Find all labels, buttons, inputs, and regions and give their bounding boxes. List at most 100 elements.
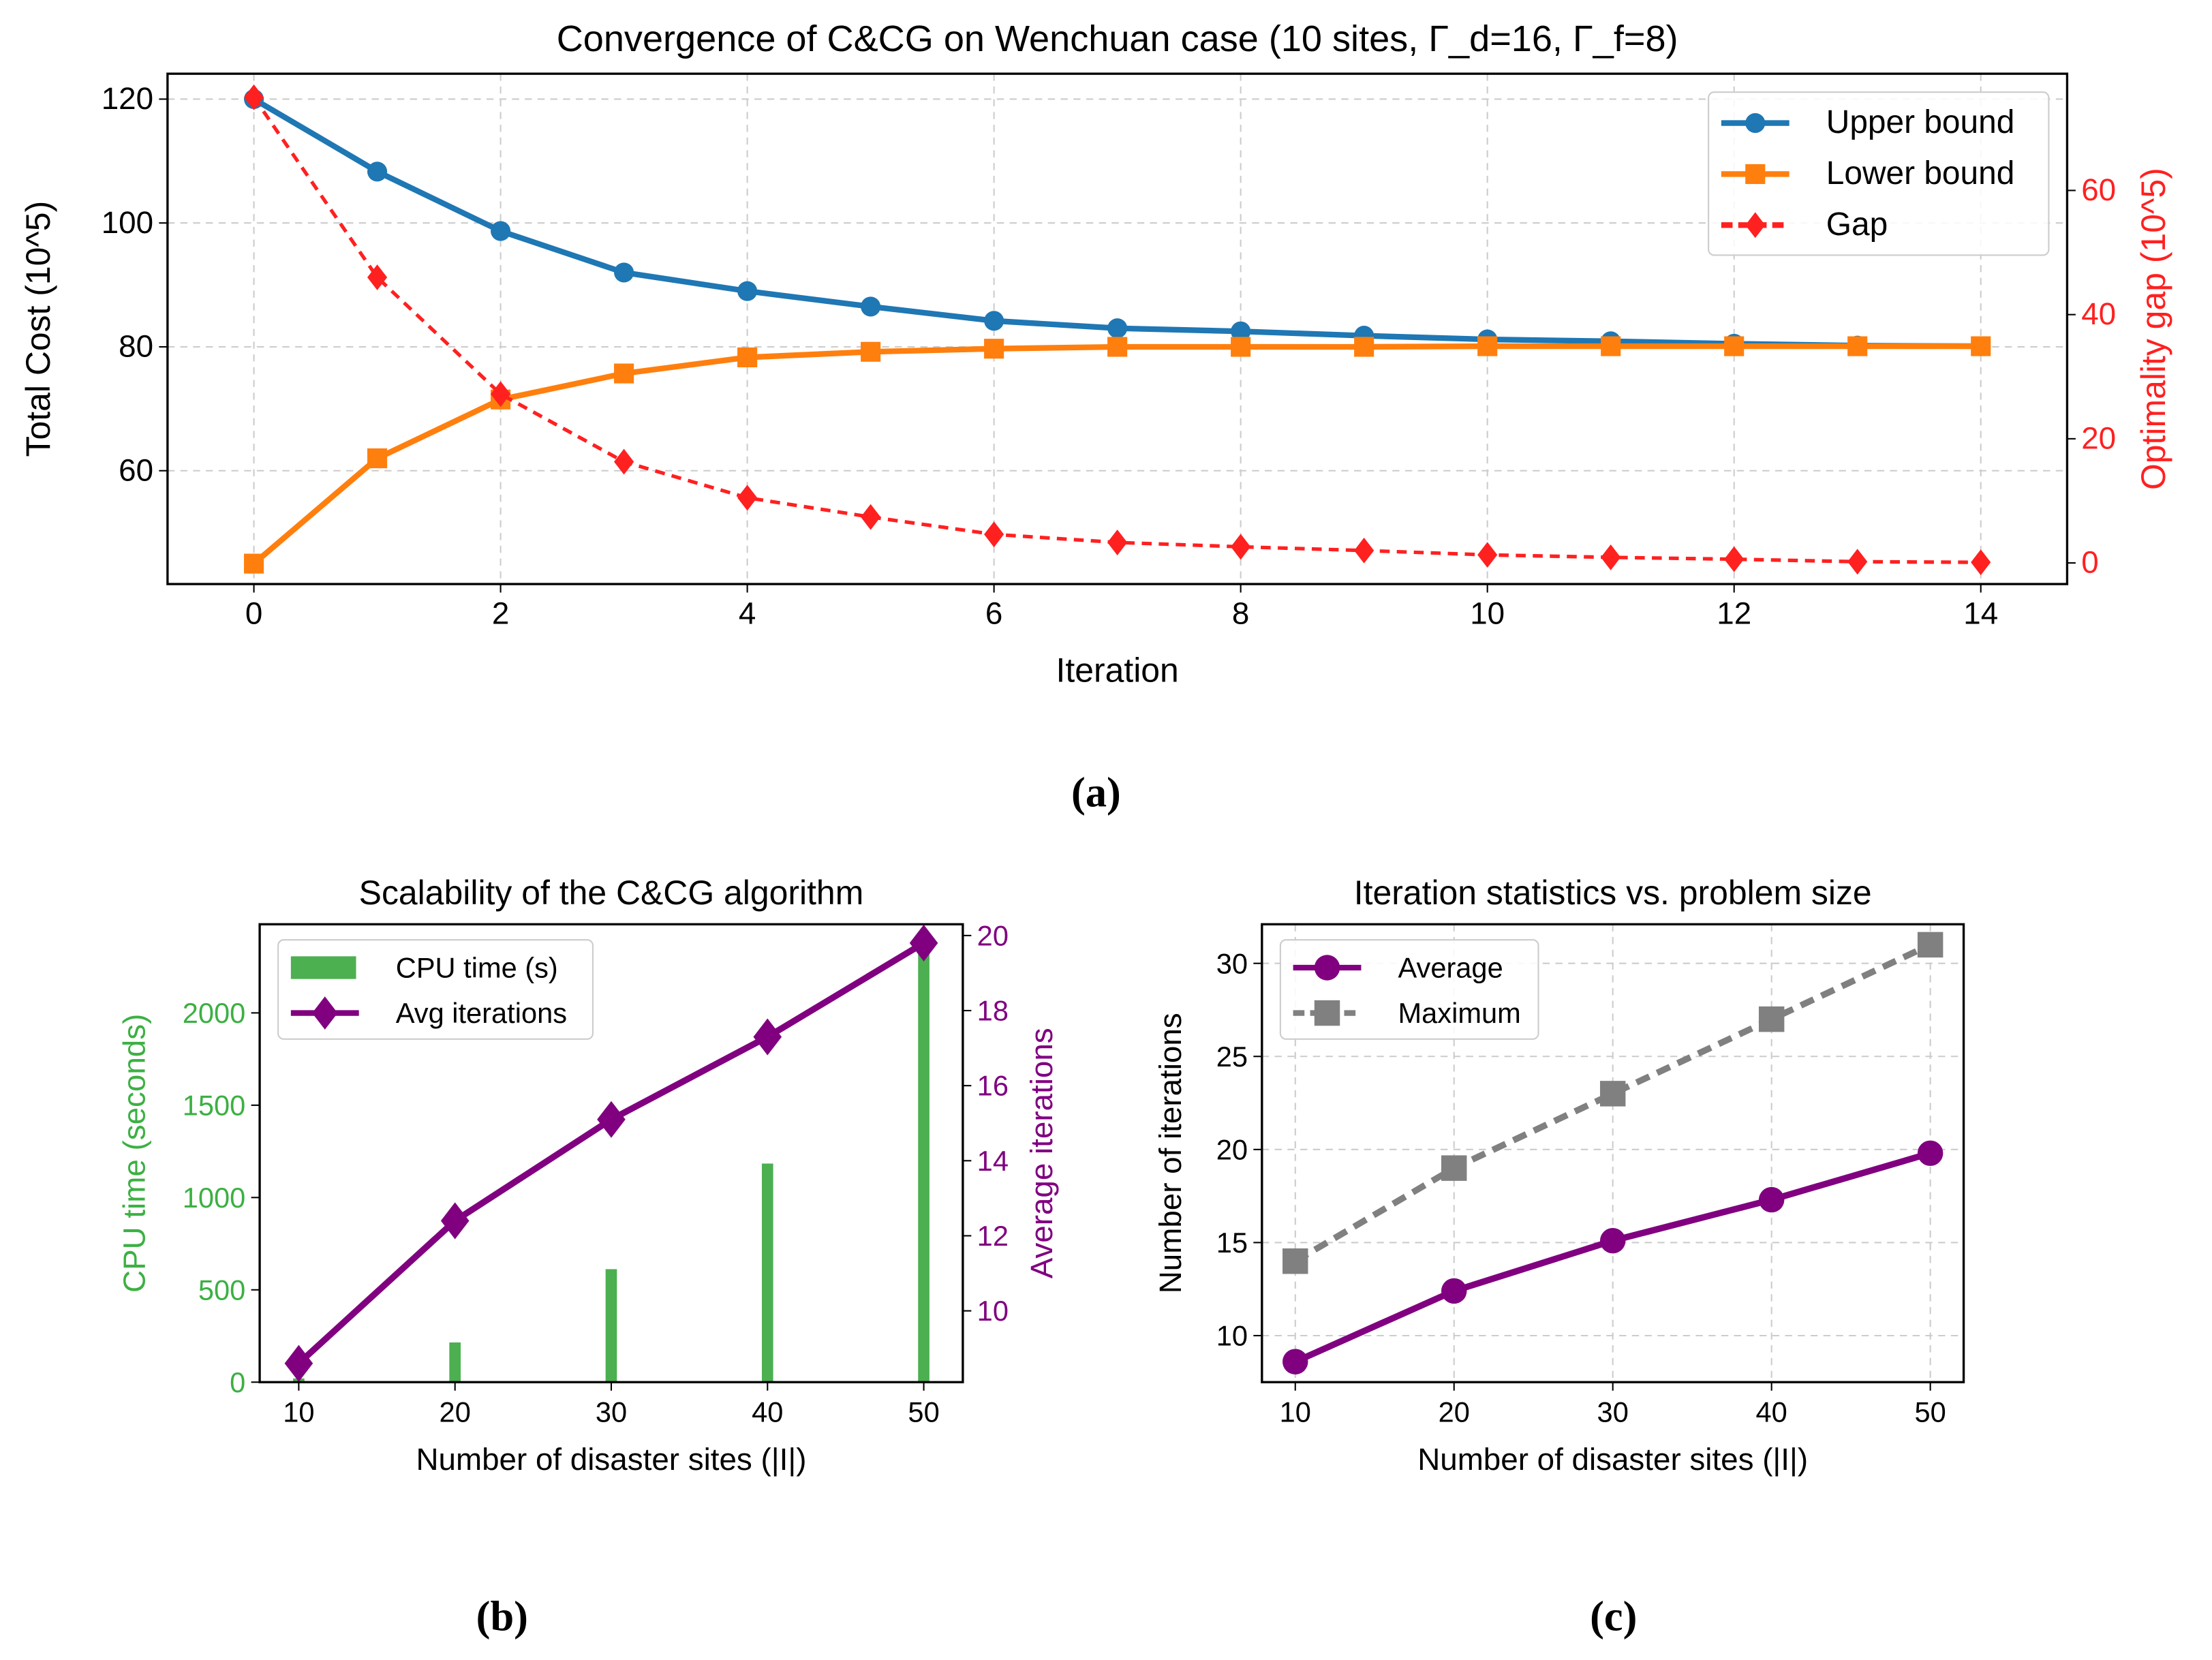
x-tick-label: 40 [1756, 1396, 1787, 1428]
legend-label: Maximum [1398, 997, 1521, 1029]
legend-label: Avg iterations [396, 997, 567, 1029]
y-tick-label: 1000 [183, 1182, 246, 1214]
y-tick-label: 15 [1216, 1227, 1248, 1259]
x-tick-label: 4 [739, 596, 756, 630]
data-point [737, 347, 758, 367]
bar [761, 1163, 773, 1383]
legend-item: Upper bound [1721, 104, 2015, 140]
data-point [244, 553, 264, 574]
y-tick-label: 30 [1216, 947, 1248, 979]
data-point [1599, 1227, 1626, 1254]
caption-a: (a) [1071, 769, 1121, 816]
y-tick-label: 10 [1216, 1320, 1248, 1352]
data-point [1599, 1081, 1626, 1107]
legend-label: Average [1398, 952, 1503, 984]
y-right-tick-label: 12 [977, 1220, 1009, 1252]
data-point [1847, 336, 1868, 356]
data-point [1231, 337, 1251, 357]
chart-a-convergence: Convergence of C&CG on Wenchuan case (10… [19, 18, 2172, 690]
x-axis-label: Iteration [1056, 651, 1178, 690]
y-tick-label: 25 [1216, 1041, 1248, 1073]
caption-b: (b) [476, 1593, 528, 1640]
y-tick-label: 2000 [183, 997, 246, 1029]
chart-title: Convergence of C&CG on Wenchuan case (10… [557, 18, 1678, 59]
series-maximum [1282, 932, 1944, 1274]
y-right-tick-label: 20 [977, 919, 1009, 951]
x-tick-label: 10 [1280, 1396, 1311, 1428]
legend-item: CPU time (s) [290, 952, 558, 984]
x-tick-label: 6 [985, 596, 1002, 630]
y-right-axis-label: Average iterations [1024, 1028, 1059, 1278]
legend: CPU time (s) Avg iterations [277, 939, 594, 1040]
data-point [861, 341, 881, 362]
legend-item: Average [1293, 952, 1503, 984]
series-average [1282, 1140, 1944, 1374]
data-point [909, 924, 938, 962]
data-point [367, 448, 388, 469]
legend-marker [1745, 113, 1766, 134]
caption-c: (c) [1590, 1593, 1637, 1640]
x-axis-label: Number of disaster sites (|I|) [1417, 1442, 1808, 1477]
x-tick-label: 0 [245, 596, 262, 630]
legend-marker [1745, 212, 1766, 239]
y-axis-label: Total Cost (10^5) [19, 201, 57, 457]
y-tick-label: 20 [1216, 1133, 1248, 1165]
legend: Average Maximum [1279, 939, 1539, 1040]
legend-box [1708, 91, 2050, 256]
data-point [984, 339, 1004, 359]
data-point [1477, 542, 1498, 568]
data-point [1107, 337, 1128, 357]
x-tick-label: 20 [1439, 1396, 1470, 1428]
chart-c-iteration-stats: Iteration statistics vs. problem size 10 2… [1153, 874, 1965, 1477]
chart-b-scalability: Scalability of the C&CG algorithm 10 20 30 4… [117, 874, 1059, 1477]
x-tick-label: 10 [283, 1396, 314, 1428]
y-tick-label: 500 [198, 1274, 245, 1306]
data-point [367, 162, 388, 182]
data-point [491, 221, 511, 241]
bar [449, 1342, 461, 1383]
x-tick-label: 30 [596, 1396, 627, 1428]
data-point [1107, 318, 1128, 339]
data-point [1601, 336, 1621, 356]
legend-label: CPU time (s) [396, 952, 558, 984]
y-right-tick-label: 14 [977, 1145, 1009, 1177]
chart-title: Scalability of the C&CG algorithm [359, 874, 864, 912]
x-axis-label: Number of disaster sites (|I|) [416, 1442, 807, 1477]
y-right-tick-label: 10 [977, 1295, 1009, 1327]
y-axis-label: CPU time (seconds) [117, 1014, 152, 1293]
data-point [1231, 321, 1251, 341]
series-upper-bound [244, 89, 1991, 356]
data-point [984, 521, 1004, 548]
x-tick-label: 2 [492, 596, 509, 630]
legend-item: Avg iterations [290, 996, 567, 1030]
data-point [614, 262, 634, 283]
x-tick-label: 12 [1717, 596, 1751, 630]
x-tick-label: 20 [440, 1396, 471, 1428]
series-lower-bound [244, 336, 1991, 574]
data-point [1282, 1248, 1308, 1274]
bar [918, 948, 930, 1383]
data-point [1758, 1186, 1785, 1213]
y-right-tick-label: 18 [977, 995, 1009, 1027]
data-point [984, 311, 1004, 331]
data-point [1354, 537, 1374, 564]
series-cpu-time-s- [293, 948, 930, 1383]
legend-marker [1745, 164, 1766, 185]
data-point [737, 485, 758, 511]
data-point [614, 363, 634, 384]
y-tick-label: 100 [102, 205, 153, 240]
y-right-tick-label: 20 [2081, 420, 2116, 455]
y-tick-label: 1500 [183, 1089, 246, 1121]
data-point [1441, 1278, 1467, 1304]
data-point [614, 448, 634, 475]
data-point [491, 381, 511, 408]
legend-label: Upper bound [1826, 104, 2015, 140]
data-point [1917, 932, 1944, 958]
series-line [1293, 942, 1932, 1264]
x-tick-label: 8 [1232, 596, 1249, 630]
x-tick-label: 50 [908, 1396, 939, 1428]
y-tick-label: 0 [230, 1366, 245, 1398]
chart-title: Iteration statistics vs. problem size [1354, 874, 1872, 912]
x-tick-label: 40 [752, 1396, 783, 1428]
data-point [1282, 1349, 1308, 1374]
